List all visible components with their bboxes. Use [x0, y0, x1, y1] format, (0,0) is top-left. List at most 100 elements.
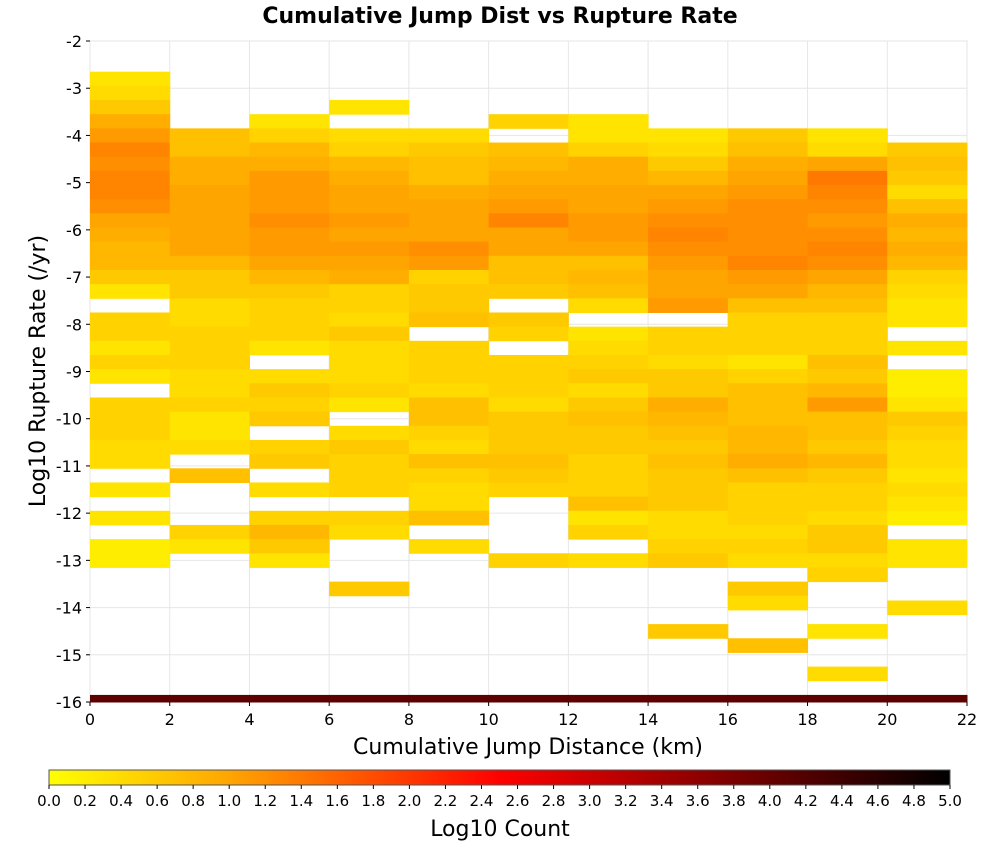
heatmap-cell	[329, 397, 410, 413]
heatmap-cell	[488, 284, 569, 299]
heatmap-cell	[90, 213, 171, 228]
heatmap-cell	[90, 185, 171, 200]
heatmap-cell	[169, 369, 250, 384]
heatmap-cell	[249, 298, 330, 313]
heatmap-cell	[408, 241, 490, 257]
heatmap-cell	[408, 425, 490, 441]
heatmap-cell	[408, 539, 490, 554]
heatmap-cell	[887, 312, 968, 328]
heatmap-cell	[249, 199, 330, 214]
heatmap-cell	[169, 411, 250, 427]
heatmap-cell	[648, 128, 729, 144]
heatmap-cell	[169, 284, 250, 299]
heatmap-cells	[90, 71, 968, 703]
heatmap-cell	[169, 425, 250, 441]
heatmap-cell	[408, 468, 490, 483]
heatmap-cell	[249, 340, 330, 356]
heatmap-cell	[408, 496, 490, 512]
heatmap-cell	[648, 454, 729, 469]
heatmap-cell	[488, 213, 569, 228]
heatmap-cell	[488, 369, 569, 384]
heatmap-cell	[329, 354, 410, 370]
heatmap-cell	[648, 170, 729, 186]
heatmap-cell	[488, 142, 569, 158]
heatmap-cell	[807, 624, 888, 639]
heatmap-cell	[727, 581, 809, 597]
heatmap-cell	[488, 354, 569, 370]
heatmap-cell	[329, 326, 410, 342]
heatmap-cell	[169, 439, 250, 455]
y-tick-label: -14	[56, 599, 82, 618]
heatmap-cell	[807, 454, 888, 469]
heatmap-cell	[648, 227, 729, 243]
heatmap-cell	[329, 524, 410, 540]
heatmap-cell	[329, 425, 410, 441]
heatmap-cell	[887, 241, 968, 257]
heatmap-cell	[169, 170, 250, 186]
x-tick-label: 18	[797, 710, 817, 729]
heatmap-cell	[807, 510, 888, 526]
heatmap-cell	[727, 411, 809, 427]
heatmap-cell	[568, 411, 649, 427]
x-tick-label: 6	[324, 710, 334, 729]
heatmap-cell	[727, 340, 809, 356]
heatmap-cell	[408, 312, 490, 328]
heatmap-cell	[329, 142, 410, 158]
heatmap-cell	[488, 114, 569, 129]
colorbar-tick-label: 1.2	[253, 792, 277, 810]
heatmap-cell	[727, 694, 809, 703]
heatmap-cell	[249, 524, 330, 540]
y-tick-label: -8	[66, 315, 82, 334]
heatmap-cell	[90, 312, 171, 328]
heatmap-cell	[329, 340, 410, 356]
heatmap-cell	[169, 468, 250, 483]
heatmap-cell	[568, 482, 649, 498]
heatmap-cell	[568, 524, 649, 540]
heatmap-cell	[169, 185, 250, 200]
heatmap-cell	[408, 128, 490, 144]
heatmap-cell	[249, 510, 330, 526]
heatmap-cell	[488, 312, 569, 328]
heatmap-cell	[90, 694, 171, 703]
heatmap-cell	[807, 213, 888, 228]
heatmap-cell	[727, 439, 809, 455]
heatmap-cell	[727, 142, 809, 158]
heatmap-cell	[568, 354, 649, 370]
x-tick-label: 0	[85, 710, 95, 729]
heatmap-cell	[329, 581, 410, 597]
heatmap-cell	[90, 340, 171, 356]
heatmap-cell	[408, 170, 490, 186]
heatmap-cell	[648, 411, 729, 427]
heatmap-cell	[249, 694, 330, 703]
y-tick-label: -5	[66, 174, 82, 193]
heatmap-cell	[90, 128, 171, 144]
heatmap-cell	[648, 482, 729, 498]
heatmap-cell	[249, 128, 330, 144]
heatmap-cell	[568, 114, 649, 129]
x-axis-ticks: 0 2 4 6 8 10 12 14 16 18 20 22	[85, 702, 977, 729]
heatmap-cell	[727, 269, 809, 285]
colorbar-tick-label: 1.4	[289, 792, 313, 810]
colorbar-tick-label: 5.0	[938, 792, 962, 810]
heatmap-cell	[807, 298, 888, 313]
heatmap-cell	[648, 383, 729, 398]
heatmap-cell	[887, 425, 968, 441]
colorbar-tick-label: 4.2	[794, 792, 818, 810]
heatmap-cell	[887, 156, 968, 172]
heatmap-cell	[408, 199, 490, 214]
x-tick-label: 12	[558, 710, 578, 729]
heatmap-cell	[568, 269, 649, 285]
heatmap-cell	[408, 369, 490, 384]
heatmap-cell	[727, 383, 809, 398]
heatmap-cell	[169, 298, 250, 313]
heatmap-cell	[169, 269, 250, 285]
heatmap-cell	[648, 354, 729, 370]
heatmap-cell	[90, 71, 171, 87]
heatmap-cell	[648, 185, 729, 200]
y-tick-label: -4	[66, 126, 82, 145]
heatmap-cell	[648, 553, 729, 568]
heatmap-cell	[488, 185, 569, 200]
heatmap-cell	[568, 227, 649, 243]
heatmap-cell	[727, 170, 809, 186]
heatmap-cell	[90, 454, 171, 469]
